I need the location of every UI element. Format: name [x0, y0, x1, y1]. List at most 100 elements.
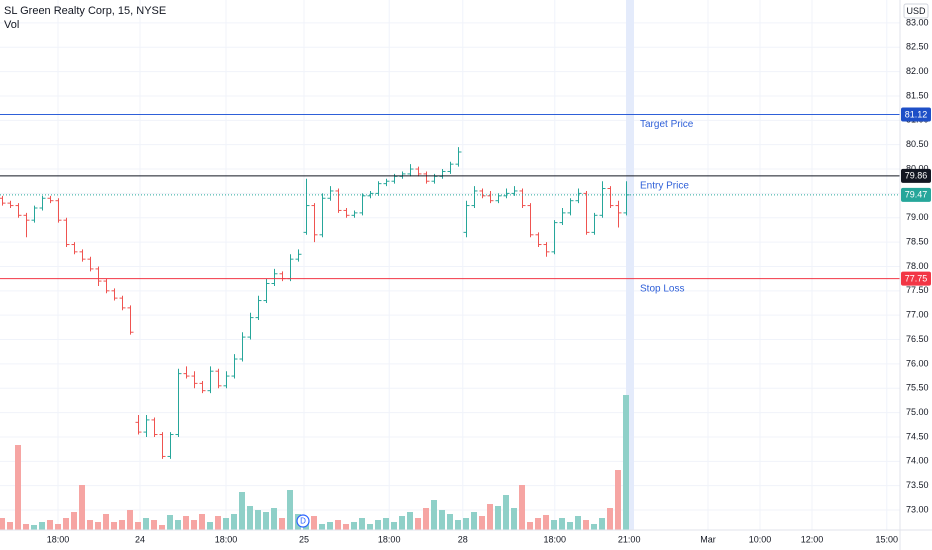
x-tick-label: 24 [135, 534, 145, 544]
volume-bar [239, 492, 245, 530]
level-label: Entry Price [640, 180, 689, 191]
volume-bar [471, 512, 477, 530]
y-tick-label: 78.50 [906, 236, 929, 246]
x-tick-label: 10:00 [749, 534, 772, 544]
axes: 73.00 73.50 74.00 74.50 75.00 75.50 76.00 76.50… [47, 17, 931, 544]
price-pane: D [0, 147, 630, 528]
volume-bar [39, 522, 45, 530]
volume-bar [279, 518, 285, 530]
level-price-box [901, 107, 931, 122]
volume-bar [55, 524, 61, 530]
y-tick-label: 74.00 [906, 456, 929, 466]
volume-bar [519, 485, 525, 530]
level-price-text: 81.12 [905, 109, 928, 119]
volume-bar [327, 522, 333, 530]
volume-bar [415, 518, 421, 530]
volume-bar [367, 524, 373, 530]
currency-box[interactable] [903, 3, 929, 19]
volume-bar [175, 520, 181, 530]
session-highlight [626, 0, 634, 530]
volume-bar [0, 518, 5, 530]
volume-bar [247, 506, 253, 530]
x-tick-label: 18:00 [378, 534, 401, 544]
volume-bar [599, 518, 605, 530]
x-tick-label: 21:00 [618, 534, 641, 544]
levels: Target Price Entry Price Stop Loss [0, 113, 900, 294]
volume-bar [607, 508, 613, 530]
volume-bar [199, 514, 205, 530]
volume-bar [47, 520, 53, 530]
chart-subtitle: Vol [4, 19, 19, 31]
volume-bar [127, 510, 133, 530]
volume-bar [207, 522, 213, 530]
volume-bar [575, 516, 581, 530]
volume-bar [567, 522, 573, 530]
y-tick-label: 77.50 [906, 285, 929, 295]
volume-bar [231, 514, 237, 530]
volume-bar [495, 506, 501, 530]
volume-bar [615, 470, 621, 530]
y-tick-label: 76.50 [906, 334, 929, 344]
volume-bar [167, 515, 173, 530]
volume-bar [87, 520, 93, 530]
x-tick-label: 18:00 [544, 534, 567, 544]
x-tick-label: Mar [700, 534, 716, 544]
volume-bar [399, 516, 405, 530]
volume-bar [7, 522, 13, 530]
volume-bar [423, 508, 429, 530]
volume-bar [487, 504, 493, 530]
y-tick-label: 79.00 [906, 212, 929, 222]
y-tick-label: 82.50 [906, 42, 929, 52]
volume-pane [0, 395, 629, 530]
volume-bar [511, 508, 517, 530]
y-tick-label: 81.50 [906, 90, 929, 100]
volume-bar [551, 520, 557, 530]
volume-bar [23, 524, 29, 530]
volume-bar [407, 512, 413, 530]
volume-bar [319, 524, 325, 530]
x-tick-label: 18:00 [215, 534, 238, 544]
volume-bar [343, 524, 349, 530]
level-label: Target Price [640, 119, 694, 130]
x-tick-label: 25 [299, 534, 309, 544]
volume-bar [335, 520, 341, 530]
dividend-marker-label: D [300, 517, 306, 526]
volume-bar [103, 514, 109, 530]
volume-bar [559, 518, 565, 530]
volume-bar [351, 522, 357, 530]
last-price-text: 79.47 [905, 190, 928, 200]
volume-bar [543, 515, 549, 530]
volume-bar [71, 512, 77, 530]
volume-bar [623, 395, 629, 530]
volume-bar [375, 520, 381, 530]
x-tick-label: 18:00 [47, 534, 70, 544]
volume-bar [151, 520, 157, 530]
volume-bar [63, 518, 69, 530]
volume-bar [183, 516, 189, 530]
currency[interactable]: USD [906, 6, 926, 16]
y-tick-label: 75.00 [906, 407, 929, 417]
y-tick-label: 77.00 [906, 310, 929, 320]
volume-bar [439, 510, 445, 530]
volume-bar [287, 490, 293, 530]
volume-bar [255, 510, 261, 530]
level-price-text: 79.86 [905, 171, 928, 181]
volume-bar [391, 522, 397, 530]
volume-bar [383, 518, 389, 530]
y-tick-label: 73.50 [906, 480, 929, 490]
volume-bar [447, 514, 453, 530]
y-tick-label: 78.00 [906, 261, 929, 271]
volume-bar [191, 520, 197, 530]
x-tick-label: 12:00 [801, 534, 824, 544]
volume-bar [311, 516, 317, 530]
volume-bar [455, 520, 461, 530]
y-tick-label: 82.00 [906, 66, 929, 76]
y-tick-label: 74.50 [906, 431, 929, 441]
y-tick-label: 76.00 [906, 358, 929, 368]
volume-bar [583, 520, 589, 530]
volume-bar [263, 512, 269, 530]
volume-bar [95, 522, 101, 530]
volume-bar [15, 445, 21, 530]
